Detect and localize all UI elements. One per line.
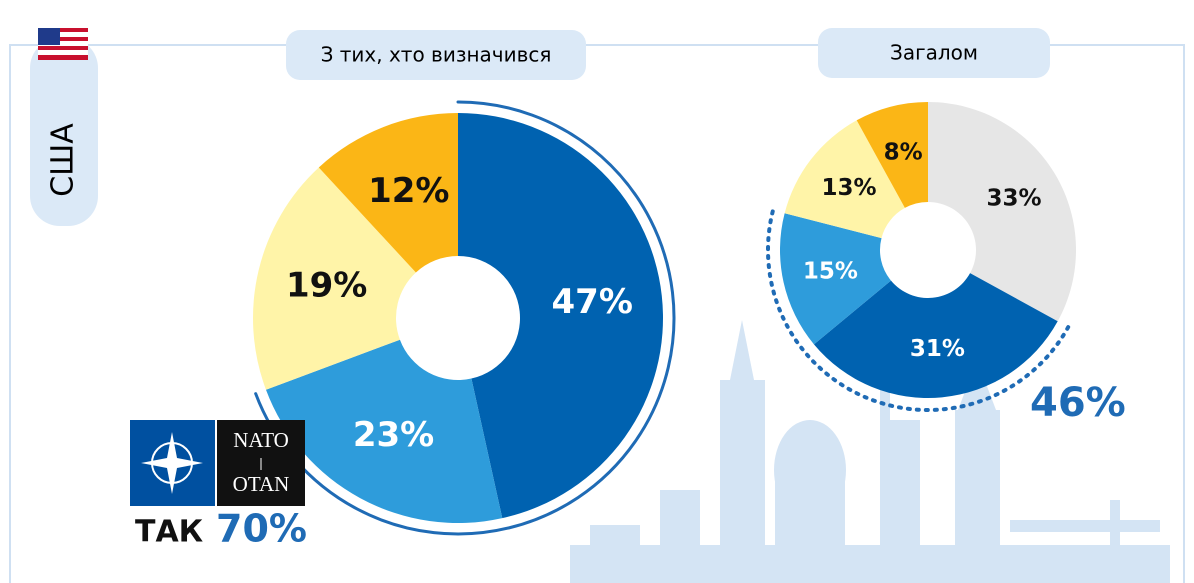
nato-logo: NATO OTAN: [130, 420, 305, 506]
data-label: 12%: [368, 171, 449, 211]
annotation-value: 46%: [1030, 380, 1126, 426]
chart-title: Загалом: [890, 41, 978, 65]
annotation-prefix: ТАК: [135, 515, 204, 550]
data-label: 47%: [552, 282, 633, 322]
flag: [38, 28, 88, 60]
data-label: 19%: [286, 265, 367, 305]
data-label: 15%: [803, 258, 858, 284]
infographic: 33% 31% 15% 13% 8% 47% 23% 19% 12% США З тих, хт…: [0, 0, 1194, 583]
annotation-value: 70%: [216, 507, 307, 551]
chart-title: З тих, хто визначився: [321, 43, 552, 67]
data-label: 23%: [353, 415, 434, 455]
country-label: США: [46, 123, 81, 197]
data-label: 13%: [821, 175, 876, 201]
pie-slice: [928, 102, 1076, 321]
pie: 47% 23% 19% 12%: [253, 102, 674, 534]
data-label: 33%: [987, 186, 1042, 212]
data-label: 8%: [884, 140, 923, 166]
logo-text: OTAN: [233, 472, 290, 496]
logo-text: NATO: [233, 428, 289, 452]
data-label: 31%: [910, 336, 965, 362]
pie: 33% 31% 15% 13% 8%: [768, 102, 1076, 410]
